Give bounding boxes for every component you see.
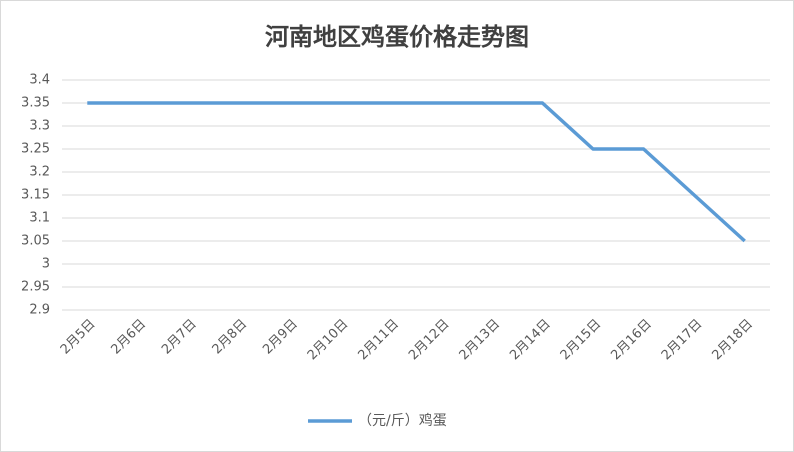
y-tick-label: 2.9 xyxy=(29,303,50,318)
series-line xyxy=(87,101,746,243)
y-tick-label: 3.05 xyxy=(21,234,50,249)
y-tick-label: 3.25 xyxy=(21,142,50,157)
y-tick-label: 3.4 xyxy=(29,73,50,88)
y-tick-label: 3.15 xyxy=(21,188,50,203)
legend-label: （元/斤）鸡蛋 xyxy=(358,412,447,429)
y-tick-label: 2.95 xyxy=(21,280,50,295)
y-tick-label: 3.2 xyxy=(29,165,50,180)
y-tick-label: 3.35 xyxy=(21,96,50,111)
chart-title: 河南地区鸡蛋价格走势图 xyxy=(265,23,529,51)
y-tick-label: 3.1 xyxy=(29,211,50,226)
y-tick-label: 3 xyxy=(42,257,50,272)
y-tick-label: 3.3 xyxy=(29,119,50,134)
